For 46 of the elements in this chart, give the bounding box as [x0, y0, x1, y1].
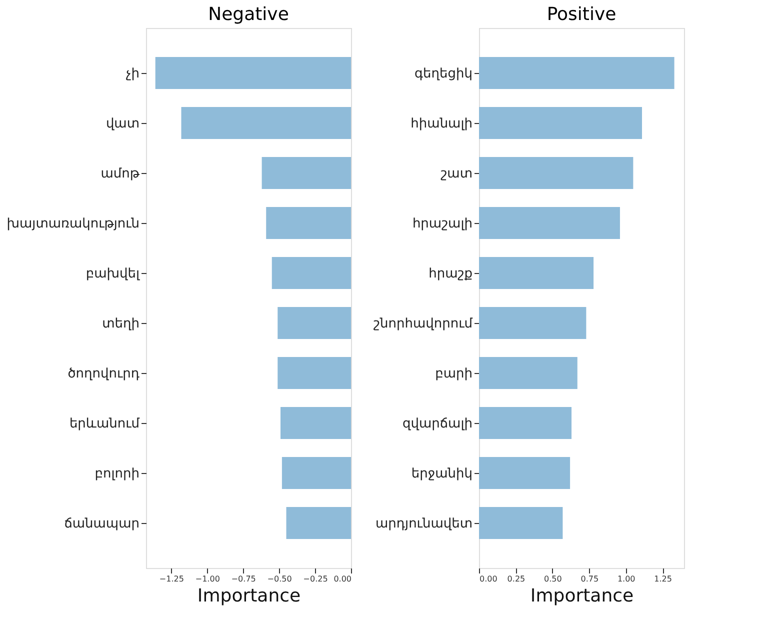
y-tick-label: վատ — [106, 116, 140, 132]
y-tick-label: երջանիկ — [411, 466, 472, 482]
y-tick-label: չի — [126, 66, 140, 82]
x-tick-label: −0.50 — [267, 574, 292, 584]
bar — [479, 207, 620, 239]
y-tick-label: արդյունավետ — [376, 516, 472, 532]
x-tick-label: −0.25 — [303, 574, 328, 584]
bar — [479, 107, 642, 139]
x-axis-title: Importance — [197, 586, 301, 606]
x-tick-label: −1.25 — [159, 574, 184, 584]
y-tick-label: ամոթ — [100, 166, 140, 182]
bar — [479, 307, 586, 339]
bar — [479, 507, 563, 539]
x-tick-label: 0.00 — [480, 574, 498, 584]
y-tick-label: ճանապար — [64, 516, 140, 532]
y-tick-label: բոլորի — [94, 466, 140, 482]
x-axis-title: Importance — [530, 586, 634, 606]
chart-title: Negative — [208, 4, 289, 25]
y-tick-label: խայտառակություն — [6, 216, 140, 232]
chart-title: Positive — [546, 4, 616, 25]
bar — [479, 457, 570, 489]
y-tick-label: հրաշալի — [412, 216, 472, 232]
y-tick-label: հրաշք — [428, 266, 472, 282]
y-tick-label: շնորհավորում — [374, 316, 474, 332]
x-tick-label: 0.75 — [580, 574, 599, 584]
bar — [479, 407, 572, 439]
x-tick-label: −0.75 — [231, 574, 256, 584]
y-tick-label: հիանալի — [410, 116, 472, 132]
bar — [479, 357, 578, 389]
x-tick-label: 0.50 — [544, 574, 562, 584]
x-tick-label: 0.25 — [507, 574, 526, 584]
y-tick-label: տեղի — [102, 316, 140, 332]
x-tick-label: 1.25 — [654, 574, 672, 584]
x-tick-label: −1.00 — [195, 574, 220, 584]
y-tick-label: գեղեցիկ — [414, 66, 472, 82]
bar — [479, 57, 674, 89]
bar — [479, 257, 594, 289]
y-tick-label: երևանում — [69, 416, 140, 432]
x-tick-label: 0.00 — [334, 574, 352, 584]
y-tick-label: ծողովուրդ — [68, 366, 140, 382]
bar — [479, 157, 634, 189]
y-tick-label: բարի — [435, 366, 472, 382]
x-tick-label: 1.00 — [617, 574, 636, 584]
y-tick-label: շատ — [440, 166, 472, 182]
y-tick-label: բախվել — [86, 266, 140, 282]
y-tick-label: զվարճալի — [402, 416, 472, 432]
